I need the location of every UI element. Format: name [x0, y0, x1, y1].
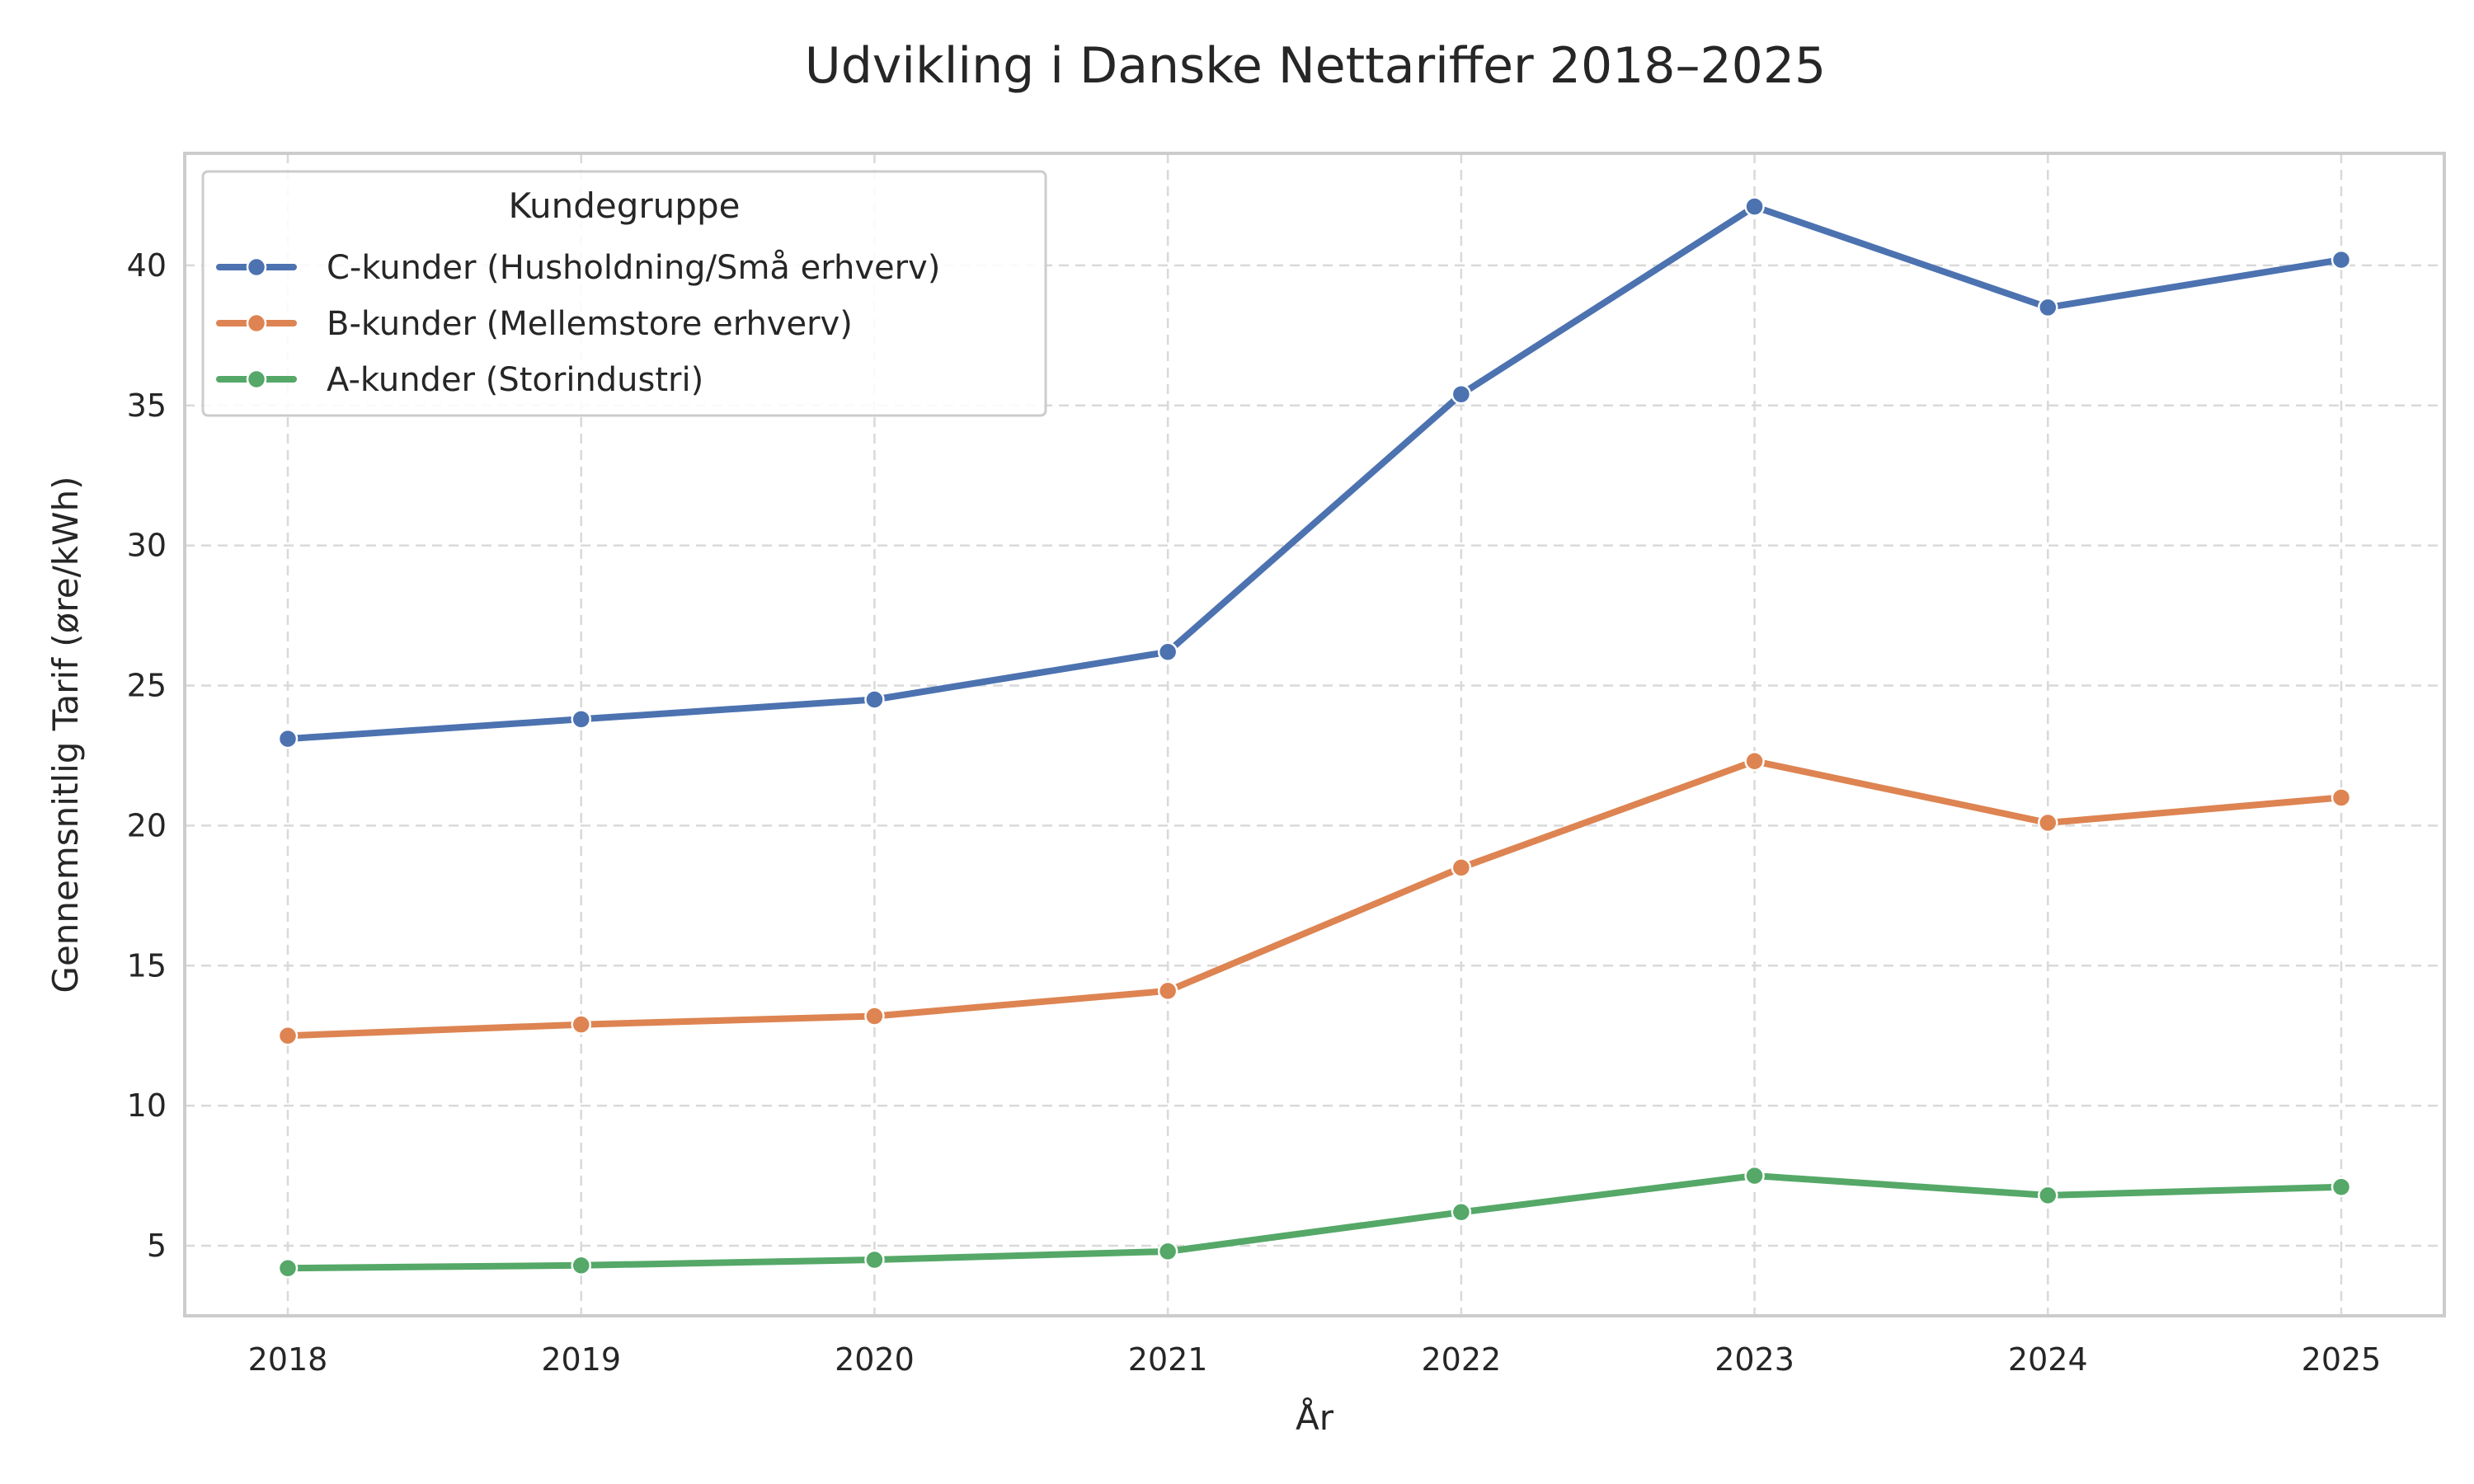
data-point: [2331, 249, 2352, 270]
series-1: [277, 196, 2352, 749]
data-point: [571, 1255, 591, 1276]
legend-swatch-marker: [246, 369, 267, 390]
legend-label: B-kunder (Mellemstore erhverv): [327, 305, 853, 343]
data-point: [1157, 641, 1178, 663]
data-point: [864, 1249, 885, 1270]
y-tick-label: 30: [127, 528, 167, 564]
x-tick-label: 2019: [541, 1341, 621, 1378]
series-layer: [277, 196, 2352, 1279]
data-point: [2038, 1185, 2058, 1206]
data-point: [277, 1025, 299, 1046]
legend-item: A-kunder (Storindustri): [216, 361, 703, 399]
data-point: [2331, 787, 2352, 808]
y-axis-label: Gennemsnitlig Tarif (øre/kWh): [45, 476, 86, 993]
data-point: [1157, 980, 1178, 1002]
x-tick-label: 2025: [2302, 1341, 2382, 1378]
x-tick-label: 2024: [2008, 1341, 2088, 1378]
data-point: [1744, 1165, 1765, 1186]
legend-label: C-kunder (Husholdning/Små erhverv): [327, 249, 940, 287]
x-axis-label: År: [1296, 1397, 1334, 1438]
x-tick-label: 2021: [1128, 1341, 1208, 1378]
data-point: [571, 709, 591, 730]
y-tick-label: 25: [127, 668, 167, 704]
legend-label: A-kunder (Storindustri): [327, 361, 703, 399]
data-point: [2038, 297, 2058, 318]
y-axis-ticks: 5 10 15 20 25 30 35 40: [127, 247, 167, 1264]
data-point: [1744, 196, 1765, 217]
legend-title: Kundegruppe: [509, 186, 741, 226]
x-tick-label: 2018: [248, 1341, 328, 1378]
data-point: [1744, 751, 1765, 772]
y-tick-label: 35: [127, 387, 167, 424]
series-line: [285, 758, 2345, 1040]
series-line: [285, 203, 2345, 743]
legend-swatch-marker: [246, 312, 267, 334]
data-point: [277, 1257, 299, 1279]
legend-box: [201, 170, 1047, 417]
data-point: [1451, 857, 1472, 878]
data-point: [2331, 1176, 2352, 1197]
x-tick-label: 2023: [1714, 1341, 1794, 1378]
legend-items: C-kunder (Husholdning/Små erhverv) B-kund…: [216, 249, 940, 399]
data-point: [864, 1006, 885, 1026]
data-point: [2038, 812, 2058, 834]
y-tick-label: 10: [127, 1087, 167, 1124]
legend: Kundegruppe C-kunder (Husholdning/Små er…: [201, 170, 1047, 417]
y-tick-label: 40: [127, 247, 167, 284]
series-3: [277, 1165, 2352, 1279]
series-2: [277, 751, 2352, 1046]
series-line: [285, 1172, 2345, 1272]
x-axis-ticks: 2018 2019 2020 2021 2022 2023 2024 2025: [248, 1341, 2382, 1378]
data-point: [1451, 383, 1472, 405]
legend-item: C-kunder (Husholdning/Små erhverv): [216, 249, 940, 287]
y-tick-label: 15: [127, 947, 167, 984]
data-point: [1157, 1241, 1178, 1262]
data-point: [277, 728, 299, 749]
legend-swatch-marker: [246, 256, 267, 278]
x-tick-label: 2022: [1421, 1341, 1501, 1378]
chart-title: Udvikling i Danske Nettariffer 2018–2025: [805, 37, 1826, 95]
y-tick-label: 5: [147, 1228, 167, 1264]
data-point: [864, 689, 885, 710]
plot-frame: [183, 152, 2446, 1317]
data-point: [571, 1014, 591, 1035]
x-tick-label: 2020: [835, 1341, 915, 1378]
data-point: [1451, 1202, 1472, 1223]
legend-item: B-kunder (Mellemstore erhverv): [216, 305, 853, 343]
y-tick-label: 20: [127, 807, 167, 843]
